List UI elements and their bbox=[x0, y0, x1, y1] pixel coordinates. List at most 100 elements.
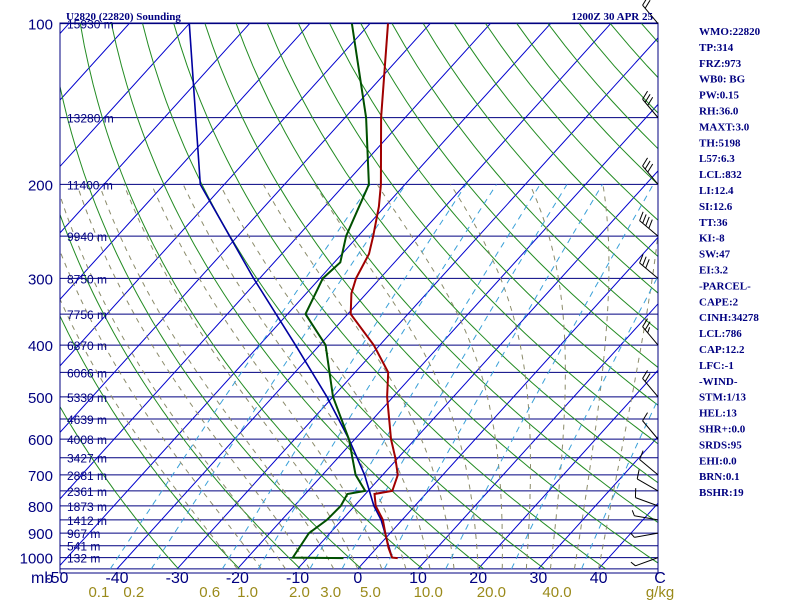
wind-barb-staff bbox=[642, 420, 659, 440]
height-tick-label: 15930 m bbox=[67, 18, 114, 32]
wind-barb-flag bbox=[639, 211, 644, 221]
mixing-ratio-tick-label: 10.0 bbox=[414, 584, 443, 600]
isotherm-line bbox=[60, 23, 250, 234]
index-line: KI:-8 bbox=[699, 233, 725, 245]
dry-adiabat bbox=[173, 23, 607, 570]
height-tick-label: 967 m bbox=[67, 527, 100, 541]
index-line: RH:36.0 bbox=[699, 106, 739, 118]
height-tick-label: 541 m bbox=[67, 540, 100, 554]
index-line: SW:47 bbox=[699, 249, 731, 261]
wind-barb-flag bbox=[642, 90, 648, 100]
isotherm-line bbox=[60, 23, 311, 301]
moist-adiabat bbox=[123, 184, 359, 570]
wind-barb bbox=[642, 412, 659, 440]
pressure-unit-label: mb bbox=[31, 570, 53, 587]
moist-adiabat bbox=[182, 184, 407, 570]
moist-adiabat bbox=[314, 184, 479, 569]
wind-barb-staff bbox=[639, 459, 659, 476]
wind-barb-flag bbox=[645, 259, 650, 269]
height-tick-label: 4639 m bbox=[67, 413, 107, 427]
wind-barb-flag bbox=[644, 373, 651, 382]
moist-adiabat bbox=[76, 184, 311, 570]
wind-barb-flag bbox=[642, 157, 648, 167]
isotherm-line bbox=[537, 436, 658, 570]
index-line: WB0: BG bbox=[699, 74, 746, 86]
mixing-ratio-line bbox=[309, 184, 541, 570]
mixing-ratio-line bbox=[341, 184, 568, 570]
pressure-tick-label: 900 bbox=[28, 526, 53, 543]
pressure-tick-label: 200 bbox=[28, 177, 53, 194]
mixing-ratio-line bbox=[383, 184, 603, 570]
height-tick-label: 2361 m bbox=[67, 485, 107, 499]
index-line: SHR+:0.0 bbox=[699, 424, 746, 436]
wind-barb-flag bbox=[642, 256, 647, 266]
temperature-tick-label: 30 bbox=[530, 570, 548, 587]
height-tick-label: 132 m bbox=[67, 552, 100, 566]
mixing-ratio-line bbox=[445, 184, 654, 570]
isotherm-line bbox=[60, 23, 371, 367]
height-tick-label: 2881 m bbox=[67, 469, 107, 483]
wind-barb-flag bbox=[642, 412, 648, 422]
plot-frame bbox=[59, 22, 659, 574]
mixing-ratio-tick-label: 2.0 bbox=[289, 584, 310, 600]
dry-adiabat bbox=[547, 23, 658, 150]
wind-barb bbox=[642, 0, 659, 24]
height-tick-label: 5330 m bbox=[67, 391, 107, 405]
dry-adiabat bbox=[266, 23, 658, 484]
temperature-tick-label: -20 bbox=[226, 570, 249, 587]
wind-barb bbox=[630, 557, 659, 567]
mixing-ratio-tick-label: 1.0 bbox=[237, 584, 258, 600]
dry-adiabat bbox=[360, 23, 658, 369]
wind-barb bbox=[642, 318, 659, 346]
thermo-grid bbox=[60, 23, 800, 570]
wind-barb bbox=[634, 488, 659, 507]
dry-adiabat bbox=[735, 24, 800, 569]
wind-barb-flag bbox=[647, 97, 654, 106]
wind-barb-flag bbox=[642, 370, 648, 379]
dry-adiabat bbox=[60, 213, 301, 570]
height-tick-label: 6066 m bbox=[67, 366, 107, 380]
wind-barb bbox=[642, 90, 659, 118]
wind-barb-staff bbox=[635, 497, 659, 507]
mixing-ratio-line bbox=[109, 184, 371, 570]
index-line: FRZ:973 bbox=[699, 58, 742, 70]
index-line: CINH:34278 bbox=[699, 312, 759, 324]
mixing-ratio-line bbox=[150, 184, 407, 570]
temperature-tick-label: -50 bbox=[45, 570, 68, 587]
height-tick-label: 1412 m bbox=[67, 514, 107, 528]
mixing-ratio-tick-label: 5.0 bbox=[360, 584, 381, 600]
isotherm-line bbox=[176, 37, 658, 570]
chart-title-left: U2820 (22820) Sounding bbox=[66, 11, 181, 23]
index-line: TP:314 bbox=[699, 42, 734, 54]
isotherm-line bbox=[60, 23, 551, 567]
moist-adiabat bbox=[60, 193, 286, 570]
index-line: CAP:12.2 bbox=[699, 344, 745, 356]
temperature-unit-label: C bbox=[654, 570, 666, 587]
temperature-trace bbox=[349, 23, 399, 560]
wind-barb-flag bbox=[639, 450, 644, 460]
index-line: STM:1/13 bbox=[699, 392, 747, 404]
dewpoint-trace bbox=[290, 23, 370, 560]
isotherm-line bbox=[236, 103, 658, 570]
wind-barb bbox=[636, 469, 659, 492]
index-line: LFC:-1 bbox=[699, 360, 734, 372]
moist-adiabat bbox=[529, 184, 566, 569]
temperature-tick-label: 20 bbox=[469, 570, 487, 587]
isotherm-line bbox=[60, 23, 491, 500]
moist-adiabat bbox=[376, 184, 503, 569]
height-tick-label: 6870 m bbox=[67, 339, 107, 353]
wind-barb-staff bbox=[636, 478, 659, 492]
index-line: L57:6.3 bbox=[699, 153, 735, 165]
wind-barb-flag bbox=[642, 0, 647, 6]
dry-adiabat bbox=[298, 23, 658, 445]
mixing-ratio-line bbox=[511, 275, 658, 570]
wind-barb bbox=[639, 450, 659, 476]
wind-barb-flag bbox=[644, 160, 651, 170]
mixing-ratio-tick-label: 0.2 bbox=[123, 584, 144, 600]
index-line: LCL:832 bbox=[699, 169, 742, 181]
index-line: EHI:0.0 bbox=[699, 455, 737, 467]
wind-barb-flag bbox=[644, 93, 651, 103]
wind-barb-flag bbox=[631, 510, 635, 516]
isotherm-line bbox=[357, 236, 658, 570]
